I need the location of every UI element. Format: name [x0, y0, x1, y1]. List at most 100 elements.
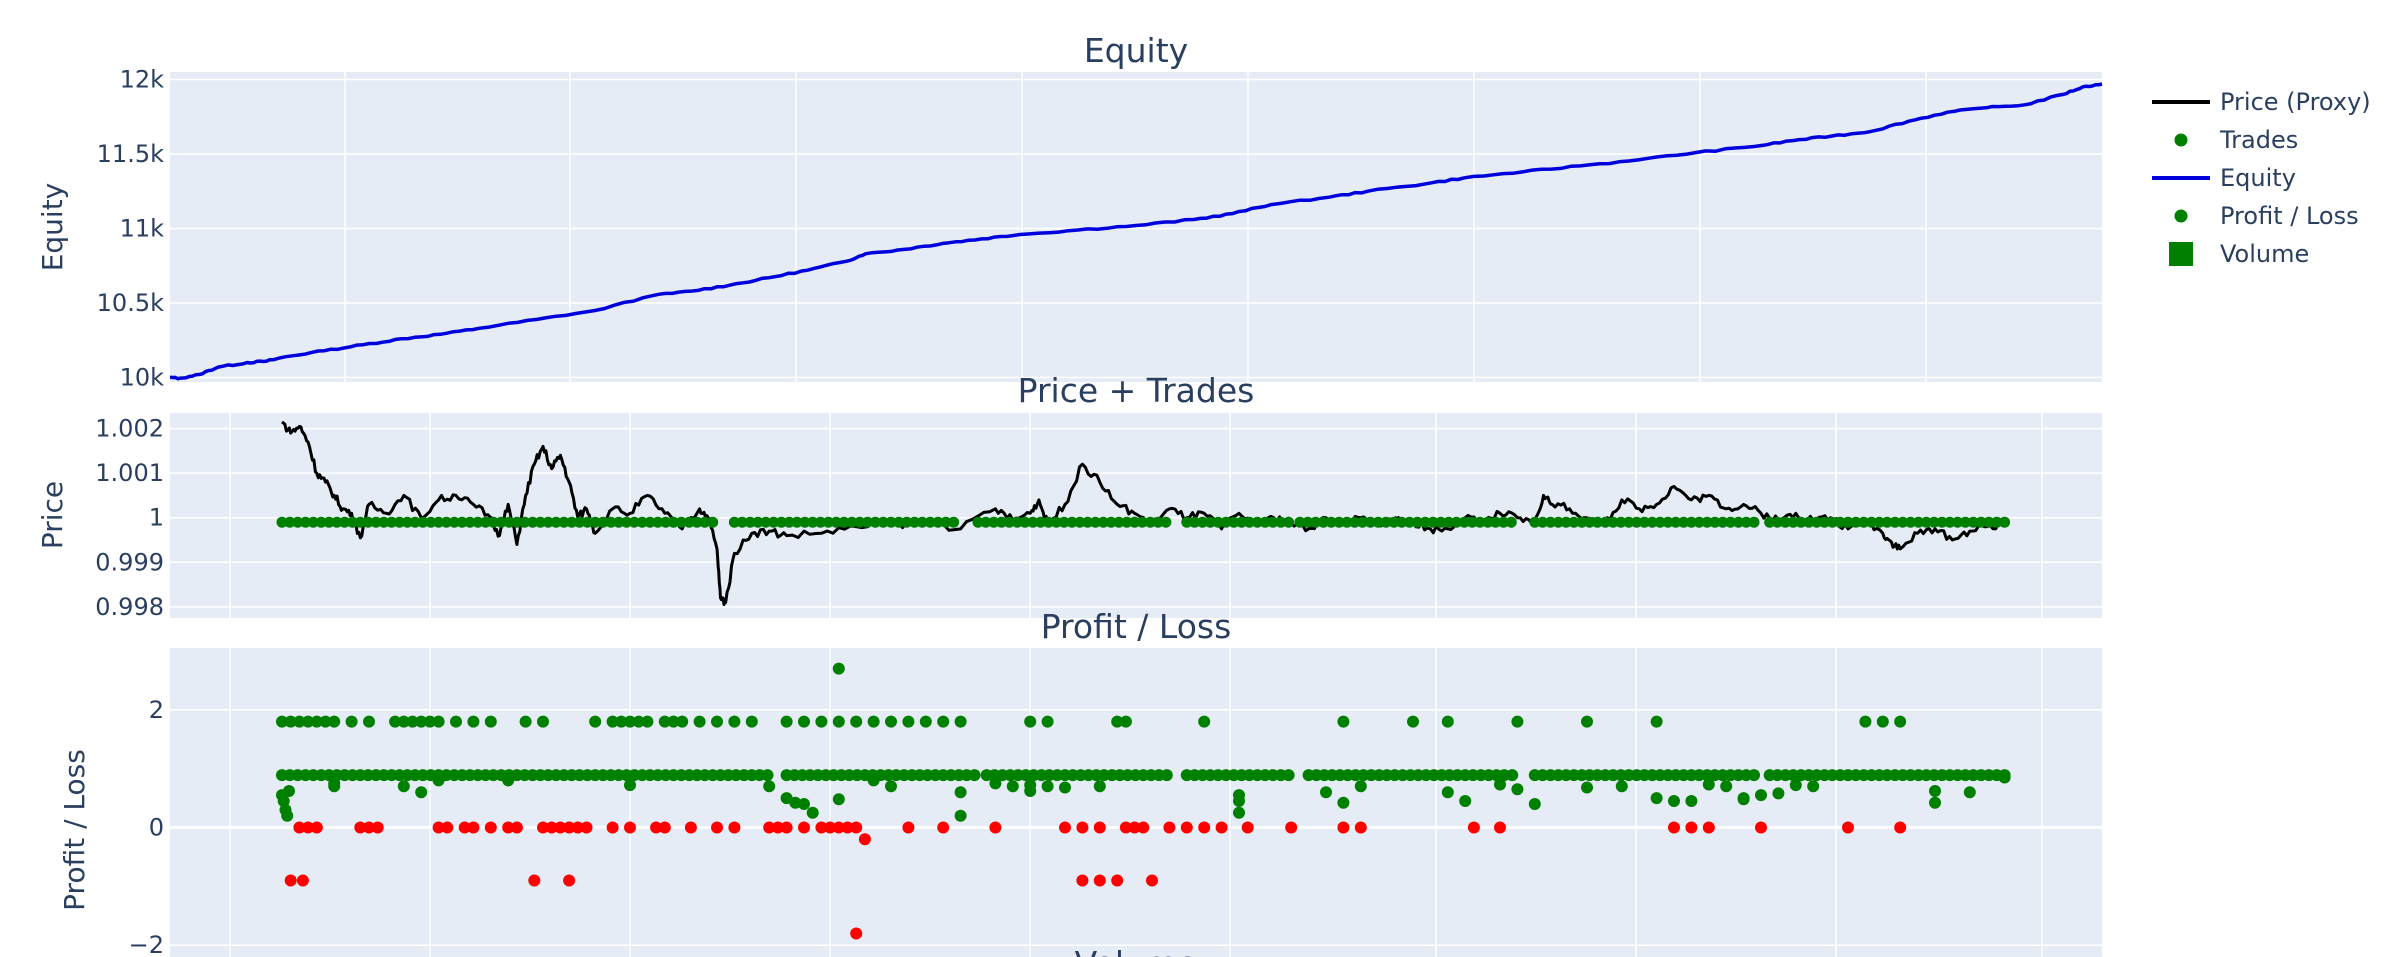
pnl-marker — [537, 715, 549, 728]
pnl-marker — [641, 715, 654, 728]
trade-marker — [846, 516, 858, 528]
trade-marker — [1952, 516, 1964, 528]
trade-marker — [1482, 516, 1494, 528]
trade-marker — [339, 516, 351, 528]
legend-item[interactable]: Equity — [2152, 164, 2296, 192]
trade-marker — [1568, 516, 1580, 528]
loss-marker — [1494, 821, 1506, 834]
trade-marker — [495, 516, 507, 528]
pnl-marker — [1233, 806, 1245, 819]
trade-marker — [1212, 516, 1224, 528]
loss-marker — [1076, 874, 1089, 887]
trade-marker — [1372, 516, 1384, 528]
trade-marker — [401, 516, 413, 528]
pnl-marker — [1024, 715, 1037, 728]
trade-marker — [1701, 516, 1713, 528]
trade-marker — [1803, 516, 1815, 528]
trade-marker — [1889, 516, 1901, 528]
loss-marker — [858, 833, 871, 846]
trade-marker — [1748, 516, 1760, 528]
pnl-marker — [283, 785, 295, 797]
pnl-marker — [902, 715, 915, 728]
trade-marker — [1850, 516, 1862, 528]
trade-marker — [464, 516, 476, 528]
trade-marker — [300, 516, 311, 528]
loss-marker — [1241, 821, 1254, 834]
legend-item[interactable]: Trades — [2174, 126, 2299, 154]
y-tick-label: 2 — [149, 696, 164, 724]
loss-marker — [1702, 821, 1715, 834]
pnl-marker — [1615, 780, 1628, 793]
trade-marker — [1607, 516, 1619, 528]
trade-marker — [1826, 516, 1838, 528]
loss-marker — [650, 821, 663, 834]
pnl-marker — [1441, 786, 1454, 799]
trade-marker — [1662, 516, 1674, 528]
trade-marker — [386, 516, 398, 528]
loss-marker — [571, 821, 584, 834]
trade-marker — [1505, 516, 1517, 528]
loss-marker — [296, 874, 309, 887]
trade-marker — [1160, 516, 1172, 528]
trade-marker — [394, 516, 405, 528]
trade-marker — [760, 516, 772, 528]
trade-marker — [1709, 516, 1721, 528]
trade-marker — [1983, 516, 1995, 528]
legend-item[interactable]: Volume — [2169, 240, 2309, 268]
loss-marker — [711, 821, 723, 834]
y-tick-label: 1.002 — [95, 415, 164, 443]
trade-marker — [1819, 516, 1830, 528]
pnl-marker — [1737, 793, 1750, 806]
trade-marker — [425, 516, 437, 528]
y-axis-label: Equity — [36, 183, 69, 272]
pnl-marker — [589, 715, 602, 728]
trade-marker — [932, 516, 944, 528]
pnl-marker — [615, 715, 628, 728]
trade-marker — [1435, 516, 1447, 528]
chart-title: Price + Trades — [1018, 371, 1255, 410]
trade-marker — [589, 516, 601, 528]
loss-marker — [728, 821, 741, 834]
loss-marker — [1894, 821, 1907, 834]
trade-marker — [581, 516, 593, 528]
y-tick-label: 0.998 — [95, 593, 164, 621]
trade-marker — [1560, 516, 1572, 528]
trade-marker — [1105, 516, 1117, 528]
loss-marker — [937, 821, 950, 834]
price-trades-panel: 0.998 0.999 1 1.001 1.002 Price + Trades Pri… — [36, 371, 2102, 621]
pnl-marker — [328, 777, 341, 790]
pnl-marker — [867, 774, 880, 787]
trade-marker — [1136, 516, 1148, 528]
trade-marker — [1654, 516, 1666, 528]
trade-marker — [1670, 516, 1682, 528]
trade-marker — [1074, 516, 1086, 528]
y-tick-label: 11k — [120, 214, 165, 242]
trade-marker — [1999, 516, 2011, 528]
pnl-marker — [676, 715, 689, 728]
legend-item[interactable]: Price (Proxy) — [2152, 88, 2371, 116]
pnl-marker — [363, 715, 375, 728]
plot-area — [170, 648, 2102, 957]
trade-marker — [448, 516, 460, 528]
profit-loss-series — [276, 662, 2011, 940]
pnl-marker — [1024, 779, 1037, 792]
trade-marker — [1529, 516, 1541, 528]
trade-marker — [1267, 516, 1279, 528]
trade-marker — [1678, 516, 1690, 528]
loss-marker — [1093, 874, 1106, 887]
trade-marker — [1866, 516, 1877, 528]
loss-marker — [510, 821, 523, 834]
pnl-marker — [954, 809, 967, 822]
trade-marker — [1795, 516, 1807, 528]
trade-marker — [838, 516, 850, 528]
trade-marker — [768, 516, 780, 528]
pnl-marker — [281, 809, 294, 822]
pnl-marker — [693, 715, 706, 728]
pnl-marker — [1755, 789, 1767, 802]
trade-marker — [1228, 516, 1240, 528]
loss-marker — [1111, 874, 1124, 887]
legend-item[interactable]: Profit / Loss — [2174, 202, 2359, 230]
loss-marker — [798, 821, 810, 834]
trade-marker — [1842, 516, 1854, 528]
pnl-marker — [1494, 778, 1506, 791]
